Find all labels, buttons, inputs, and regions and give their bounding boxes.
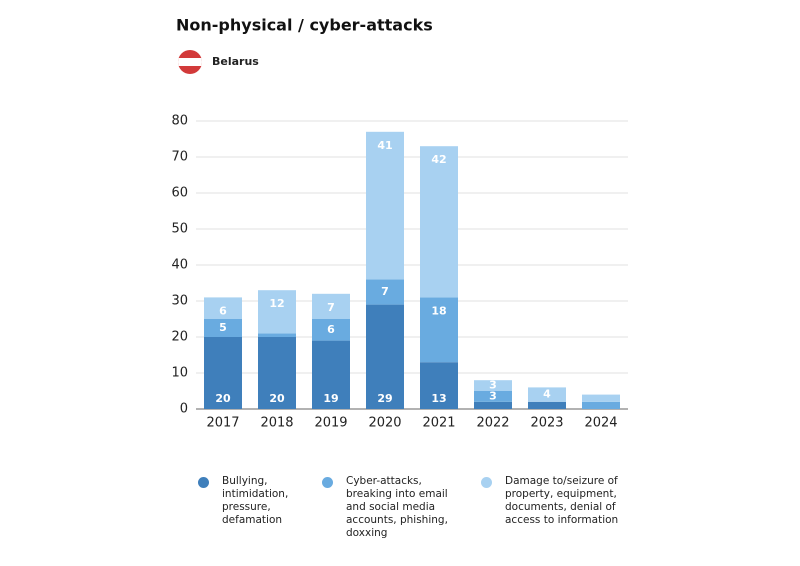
bar-segment: [312, 293, 350, 319]
legend-label: Cyber-attacks, breaking into email and s…: [346, 475, 448, 539]
data-label: 29: [377, 392, 392, 405]
bar-segment: [582, 401, 620, 409]
y-tick-label: 10: [171, 366, 188, 381]
bar-segment: [204, 319, 242, 337]
x-tick-label: 2018: [260, 416, 293, 431]
data-label: 19: [323, 392, 338, 405]
y-tick-label: 40: [171, 258, 188, 273]
data-label: 6: [219, 304, 227, 317]
bar-segment: [366, 304, 404, 409]
bar-segment: [528, 387, 566, 402]
bar-segment: [474, 391, 512, 402]
x-tick-label: 2020: [368, 416, 401, 431]
data-label: 6: [327, 323, 335, 336]
data-label: 18: [431, 304, 446, 317]
bar-segment: [366, 279, 404, 305]
x-tick-label: 2023: [530, 416, 563, 431]
x-tick-label: 2017: [206, 416, 239, 431]
x-tick-label: 2021: [422, 416, 455, 431]
legend-label: Damage to/seizure of property, equipment…: [505, 475, 619, 526]
x-tick-label: 2019: [314, 416, 347, 431]
data-label: 41: [377, 139, 392, 152]
bar-segment: [420, 146, 458, 298]
legend-swatch: [322, 477, 333, 488]
bar-segment: [204, 337, 242, 409]
bar-segment: [258, 337, 296, 409]
y-tick-label: 70: [171, 150, 188, 165]
chart-title: Non-physical / cyber-attacks: [176, 16, 433, 35]
y-tick-label: 30: [171, 294, 188, 309]
data-label: 7: [327, 301, 335, 314]
data-label: 20: [269, 392, 285, 405]
bar-segment: [528, 401, 566, 409]
x-tick-label: 2024: [584, 416, 617, 431]
bar-segment: [420, 362, 458, 409]
data-label: 12: [269, 297, 284, 310]
y-tick-label: 0: [180, 402, 188, 417]
bar-segment: [474, 380, 512, 391]
bar-segment: [474, 401, 512, 409]
data-label: 7: [381, 285, 389, 298]
data-label: 42: [431, 153, 446, 166]
bar-segment: [258, 333, 296, 337]
bar-segment: [582, 394, 620, 402]
data-label: 5: [219, 321, 227, 334]
bar-segment: [366, 131, 404, 280]
bar-segment: [420, 297, 458, 363]
data-label: 20: [215, 392, 231, 405]
x-tick-label: 2022: [476, 416, 509, 431]
data-label: 13: [431, 392, 446, 405]
bar-segment: [312, 340, 350, 409]
y-tick-label: 20: [171, 330, 188, 345]
legend-label: Bullying, intimidation, pressure, defama…: [222, 475, 289, 526]
flag: [178, 50, 202, 74]
bar-segment: [312, 319, 350, 341]
legend-swatch: [198, 477, 209, 488]
country-label: Belarus: [212, 55, 259, 68]
data-label: 4: [543, 388, 551, 401]
data-label: 3: [489, 379, 497, 392]
y-tick-label: 60: [171, 186, 188, 201]
y-tick-label: 80: [171, 114, 188, 129]
bar-segment: [258, 290, 296, 334]
data-label: 3: [489, 389, 497, 402]
y-tick-label: 50: [171, 222, 188, 237]
bar-segment: [204, 297, 242, 319]
legend-swatch: [481, 477, 492, 488]
